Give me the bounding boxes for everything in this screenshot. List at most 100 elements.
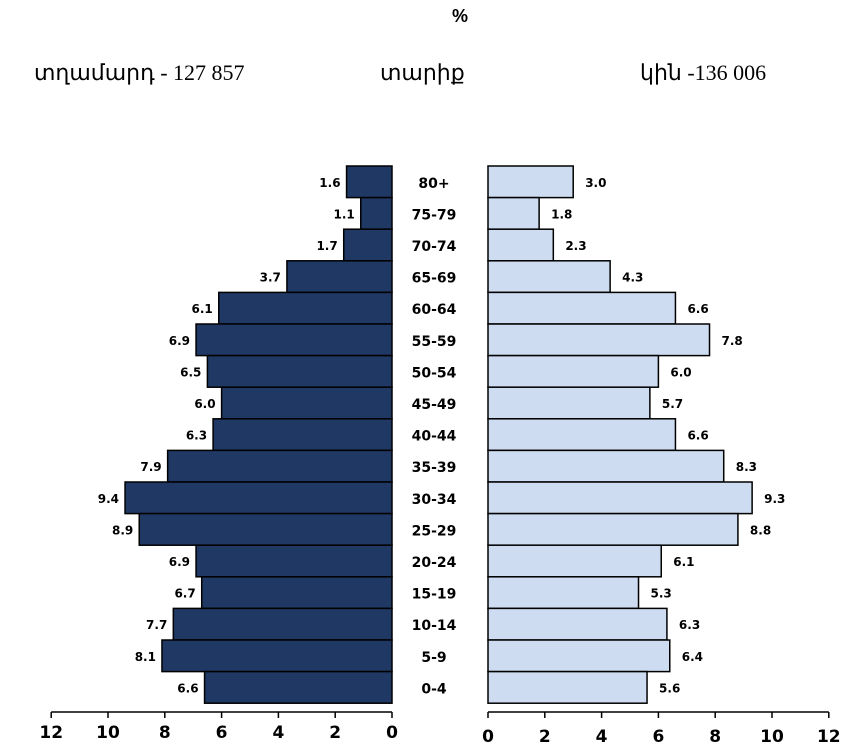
age-group-label: 70-74 (412, 239, 457, 255)
male-x-tick-label: 0 (386, 723, 398, 743)
male-value-label: 6.9 (169, 334, 190, 348)
male-bars-group (124, 165, 393, 704)
male-value-label: 1.7 (316, 239, 337, 253)
female-value-label: 6.6 (687, 429, 708, 443)
male-bar (220, 386, 393, 420)
female-x-tick-label: 4 (596, 727, 608, 747)
male-value-label: 8.1 (135, 650, 156, 664)
male-bar (172, 607, 393, 641)
age-group-label: 15-19 (412, 587, 457, 603)
female-value-label: 8.3 (736, 460, 757, 474)
female-bar (487, 260, 611, 294)
male-x-tick-label: 12 (39, 723, 63, 743)
male-bar (138, 512, 393, 546)
female-value-label: 8.8 (750, 523, 771, 537)
male-x-tick-label: 6 (216, 723, 228, 743)
female-value-label: 6.1 (673, 555, 694, 569)
age-group-label: 5-9 (421, 650, 446, 666)
male-value-label: 1.6 (319, 176, 340, 190)
male-bar (286, 260, 393, 294)
male-value-labels-group: 1.6 1.1 1.7 3.7 6.1 6.9 6.5 6.0 6.3 7.9 9.4 8.9 6.9 6… (98, 176, 355, 696)
male-bar (345, 165, 393, 199)
female-value-label: 5.3 (651, 587, 672, 601)
male-value-label: 6.9 (169, 555, 190, 569)
female-bars-group (487, 165, 753, 704)
age-group-label: 65-69 (412, 271, 457, 287)
age-group-label: 50-54 (412, 365, 457, 381)
female-value-labels-group: 3.0 1.8 2.3 4.3 6.6 7.8 6.0 5.7 6.6 8.3 9.3 8.8 6.1 5… (551, 176, 785, 696)
female-bar (487, 639, 671, 673)
female-bar (487, 512, 739, 546)
male-bar (195, 544, 393, 578)
female-x-tick-label: 6 (652, 727, 664, 747)
female-bar (487, 576, 640, 610)
female-bar (487, 165, 574, 199)
male-value-label: 6.6 (177, 681, 198, 695)
female-bar (487, 607, 668, 641)
female-value-label: 5.6 (659, 681, 680, 695)
female-bar (487, 196, 540, 230)
female-value-label: 6.4 (682, 650, 703, 664)
female-value-label: 6.3 (679, 618, 700, 632)
male-x-tick-label: 10 (96, 723, 120, 743)
age-group-label: 20-24 (412, 555, 457, 571)
female-bar (487, 670, 648, 704)
age-labels-group: 80+ 75-79 70-74 65-69 60-64 55-59 50-54 45-49 40… (412, 176, 457, 698)
male-value-label: 1.1 (333, 207, 354, 221)
female-value-label: 7.8 (722, 334, 743, 348)
male-bar (124, 481, 393, 515)
female-value-label: 9.3 (764, 492, 785, 506)
male-bar (206, 354, 393, 388)
male-value-label: 7.9 (140, 460, 161, 474)
female-value-label: 1.8 (551, 207, 572, 221)
female-x-tick-label: 8 (709, 727, 721, 747)
age-group-label: 35-39 (412, 460, 457, 476)
female-value-label: 5.7 (662, 397, 683, 411)
age-group-label: 0-4 (421, 681, 447, 697)
age-group-label: 30-34 (412, 492, 457, 508)
female-bar (487, 544, 662, 578)
male-x-tick-label: 8 (159, 723, 171, 743)
male-bar (212, 418, 393, 452)
male-value-label: 7.7 (146, 618, 167, 632)
female-value-label: 6.6 (687, 302, 708, 316)
female-bar (487, 418, 677, 452)
female-total-label: կին -136 006 (640, 60, 767, 85)
female-bar (487, 354, 660, 388)
female-bar (487, 228, 555, 262)
male-bar (218, 291, 393, 325)
female-bar (487, 291, 677, 325)
male-bar (360, 196, 393, 230)
male-value-label: 6.1 (191, 302, 212, 316)
male-x-tick-label: 2 (329, 723, 341, 743)
male-total-label: տղամարդ - 127 857 (34, 60, 245, 85)
age-group-label: 10-14 (412, 618, 457, 634)
age-axis-label: տարիք (380, 60, 465, 85)
female-value-label: 2.3 (565, 239, 586, 253)
age-group-label: 60-64 (412, 302, 457, 318)
male-bar (166, 449, 393, 483)
age-group-label: 80+ (418, 176, 449, 192)
female-bar (487, 323, 711, 357)
male-value-label: 3.7 (260, 271, 281, 285)
unit-label: % (451, 6, 468, 26)
female-bar (487, 481, 753, 515)
axes-group: 12 10 8 6 4 2 0 0 2 4 6 8 10 12 (39, 711, 841, 747)
male-bar (195, 323, 393, 357)
age-group-label: 40-44 (412, 429, 457, 445)
age-group-label: 55-59 (412, 334, 457, 350)
female-value-label: 4.3 (622, 271, 643, 285)
male-value-label: 6.0 (194, 397, 215, 411)
female-bar (487, 449, 725, 483)
male-x-tick-label: 4 (272, 723, 284, 743)
male-bar (200, 576, 393, 610)
male-bar (161, 639, 393, 673)
male-value-label: 9.4 (98, 492, 119, 506)
age-group-label: 25-29 (412, 523, 457, 539)
male-value-label: 6.7 (174, 587, 195, 601)
female-x-tick-label: 0 (482, 727, 494, 747)
age-group-label: 75-79 (412, 207, 457, 223)
female-x-tick-label: 12 (817, 727, 841, 747)
male-value-label: 6.5 (180, 365, 201, 379)
